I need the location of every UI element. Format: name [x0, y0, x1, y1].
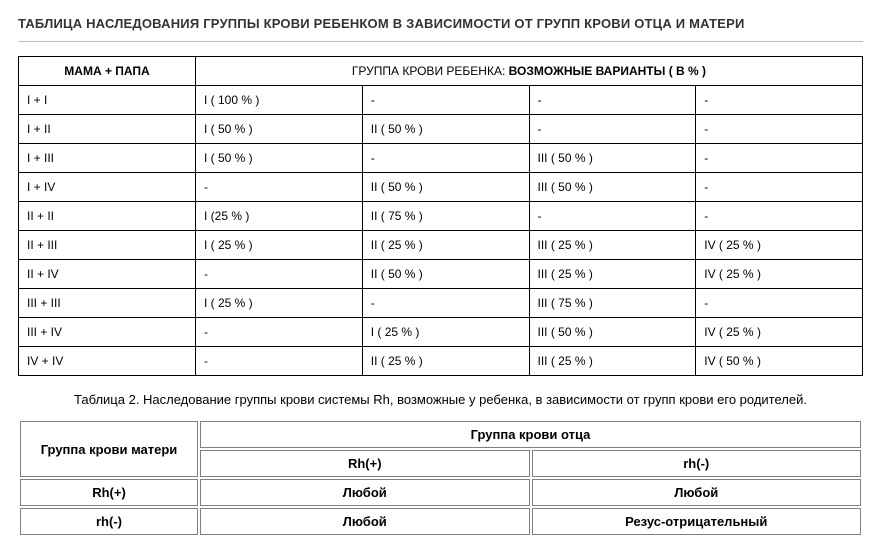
- cell-variant: III ( 50 % ): [529, 144, 696, 173]
- table-row: I + IV - II ( 50 % ) III ( 50 % ) -: [19, 173, 863, 202]
- cell-variant: -: [362, 289, 529, 318]
- cell-variant: -: [696, 202, 863, 231]
- cell-variant: -: [529, 202, 696, 231]
- col-header-parents: МАМА + ПАПА: [19, 57, 196, 86]
- table-row: IV + IV - II ( 25 % ) III ( 25 % ) IV ( …: [19, 347, 863, 376]
- cell-parents: II + II: [19, 202, 196, 231]
- cell-variant: -: [196, 318, 363, 347]
- cell-variant: I ( 50 % ): [196, 144, 363, 173]
- cell-mother: rh(-): [20, 508, 198, 535]
- table-row: I + I I ( 100 % ) - - -: [19, 86, 863, 115]
- cell-variant: -: [696, 115, 863, 144]
- cell-variant: III ( 50 % ): [529, 318, 696, 347]
- table-row: rh(-) Любой Резус-отрицательный: [20, 508, 861, 535]
- cell-variant: -: [529, 86, 696, 115]
- cell-variant: IV ( 25 % ): [696, 318, 863, 347]
- cell-parents: I + IV: [19, 173, 196, 202]
- cell-parents: II + IV: [19, 260, 196, 289]
- cell-variant: -: [529, 115, 696, 144]
- cell-parents: II + III: [19, 231, 196, 260]
- cell-parents: III + IV: [19, 318, 196, 347]
- cell-variant: I ( 50 % ): [196, 115, 363, 144]
- rh-header-row-1: Группа крови матери Группа крови отца: [20, 421, 861, 448]
- table-row: II + IV - II ( 50 % ) III ( 25 % ) IV ( …: [19, 260, 863, 289]
- cell-variant: -: [696, 86, 863, 115]
- rh-table-body: Rh(+) Любой Любой rh(-) Любой Резус-отри…: [20, 479, 861, 535]
- cell-result: Резус-отрицательный: [532, 508, 862, 535]
- cell-variant: -: [696, 173, 863, 202]
- cell-variant: I ( 100 % ): [196, 86, 363, 115]
- rh-table: Группа крови матери Группа крови отца Rh…: [18, 419, 863, 537]
- cell-variant: IV ( 25 % ): [696, 260, 863, 289]
- cell-variant: II ( 75 % ): [362, 202, 529, 231]
- col-header-child-prefix: ГРУППА КРОВИ РЕБЕНКА:: [352, 64, 509, 78]
- col-header-child-bold: ВОЗМОЖНЫЕ ВАРИАНТЫ ( В % ): [509, 64, 706, 78]
- cell-variant: II ( 25 % ): [362, 347, 529, 376]
- cell-variant: -: [196, 347, 363, 376]
- cell-variant: I ( 25 % ): [362, 318, 529, 347]
- cell-variant: I ( 25 % ): [196, 289, 363, 318]
- cell-variant: -: [696, 144, 863, 173]
- cell-variant: I ( 25 % ): [196, 231, 363, 260]
- cell-variant: II ( 50 % ): [362, 173, 529, 202]
- table-row: I + II I ( 50 % ) II ( 50 % ) - -: [19, 115, 863, 144]
- cell-variant: II ( 50 % ): [362, 260, 529, 289]
- col-header-child: ГРУППА КРОВИ РЕБЕНКА: ВОЗМОЖНЫЕ ВАРИАНТЫ…: [196, 57, 863, 86]
- cell-parents: IV + IV: [19, 347, 196, 376]
- cell-result: Любой: [200, 479, 530, 506]
- table2-caption: Таблица 2. Наследование группы крови сис…: [18, 392, 863, 407]
- cell-variant: I (25 % ): [196, 202, 363, 231]
- cell-result: Любой: [200, 508, 530, 535]
- cell-variant: -: [196, 260, 363, 289]
- cell-variant: III ( 75 % ): [529, 289, 696, 318]
- cell-parents: III + III: [19, 289, 196, 318]
- cell-variant: II ( 25 % ): [362, 231, 529, 260]
- cell-mother: Rh(+): [20, 479, 198, 506]
- page: ТАБЛИЦА НАСЛЕДОВАНИЯ ГРУППЫ КРОВИ РЕБЕНК…: [0, 0, 881, 557]
- cell-variant: IV ( 50 % ): [696, 347, 863, 376]
- inheritance-table: МАМА + ПАПА ГРУППА КРОВИ РЕБЕНКА: ВОЗМОЖ…: [18, 56, 863, 376]
- cell-variant: -: [696, 289, 863, 318]
- col-header-father: Группа крови отца: [200, 421, 861, 448]
- cell-variant: -: [362, 86, 529, 115]
- cell-variant: II ( 50 % ): [362, 115, 529, 144]
- cell-parents: I + II: [19, 115, 196, 144]
- col-header-father-rh-pos: Rh(+): [200, 450, 530, 477]
- cell-result: Любой: [532, 479, 862, 506]
- cell-variant: -: [196, 173, 363, 202]
- table-row: I + III I ( 50 % ) - III ( 50 % ) -: [19, 144, 863, 173]
- col-header-mother: Группа крови матери: [20, 421, 198, 477]
- cell-variant: IV ( 25 % ): [696, 231, 863, 260]
- table-header-row: МАМА + ПАПА ГРУППА КРОВИ РЕБЕНКА: ВОЗМОЖ…: [19, 57, 863, 86]
- cell-variant: III ( 25 % ): [529, 347, 696, 376]
- table-row: II + III I ( 25 % ) II ( 25 % ) III ( 25…: [19, 231, 863, 260]
- inheritance-table-body: I + I I ( 100 % ) - - - I + II I ( 50 % …: [19, 86, 863, 376]
- cell-variant: III ( 25 % ): [529, 231, 696, 260]
- cell-variant: III ( 50 % ): [529, 173, 696, 202]
- table-row: Rh(+) Любой Любой: [20, 479, 861, 506]
- table-row: II + II I (25 % ) II ( 75 % ) - -: [19, 202, 863, 231]
- table-row: III + III I ( 25 % ) - III ( 75 % ) -: [19, 289, 863, 318]
- cell-variant: III ( 25 % ): [529, 260, 696, 289]
- page-title: ТАБЛИЦА НАСЛЕДОВАНИЯ ГРУППЫ КРОВИ РЕБЕНК…: [18, 16, 863, 42]
- cell-parents: I + III: [19, 144, 196, 173]
- table-row: III + IV - I ( 25 % ) III ( 50 % ) IV ( …: [19, 318, 863, 347]
- cell-variant: -: [362, 144, 529, 173]
- col-header-father-rh-neg: rh(-): [532, 450, 862, 477]
- cell-parents: I + I: [19, 86, 196, 115]
